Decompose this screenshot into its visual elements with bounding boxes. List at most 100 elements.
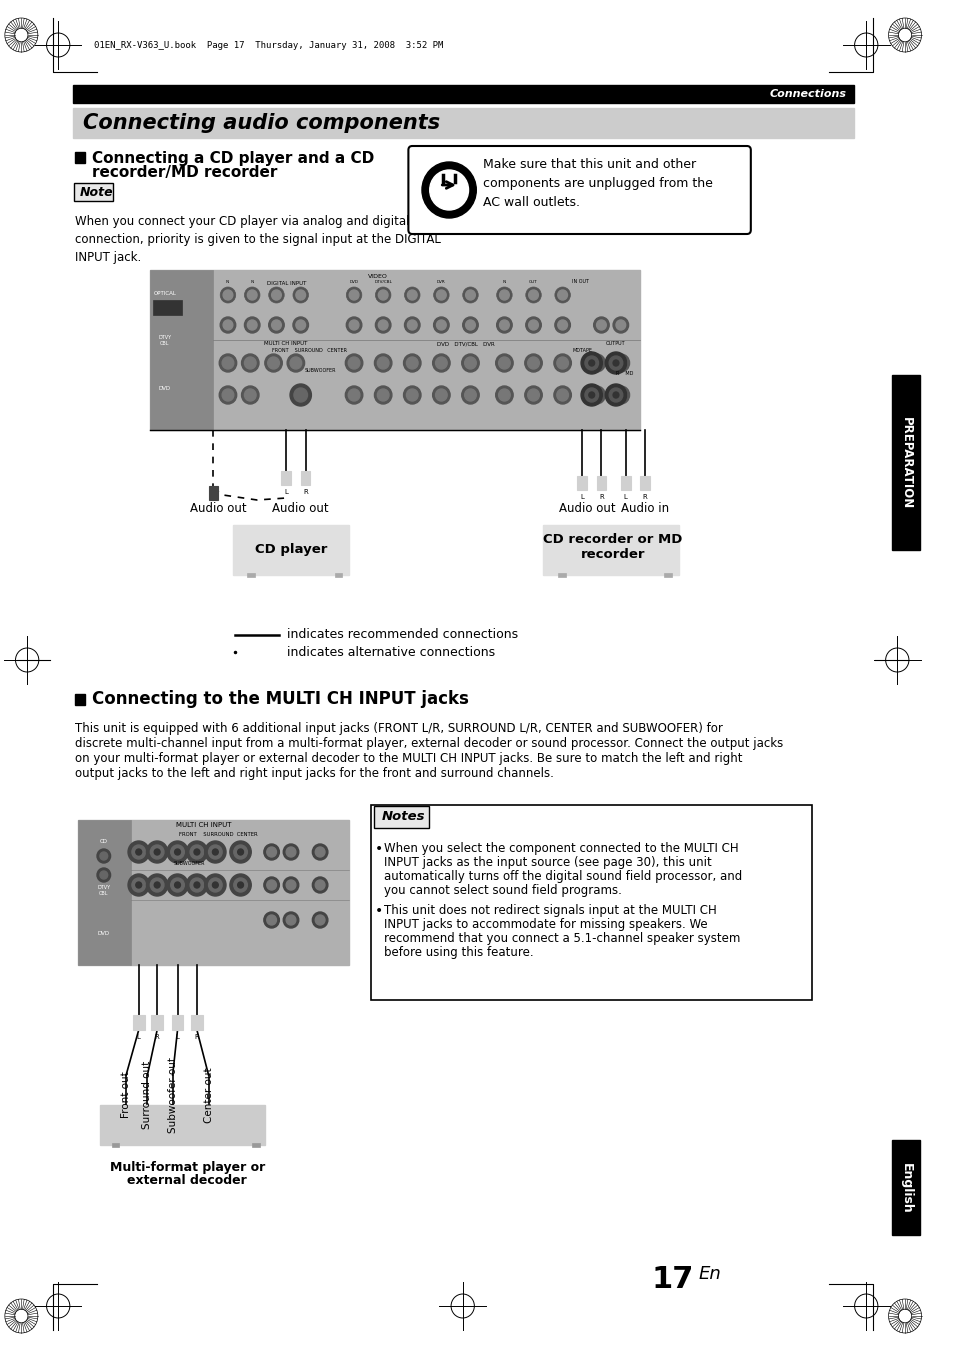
Circle shape bbox=[314, 915, 325, 925]
Circle shape bbox=[461, 386, 478, 404]
Text: R: R bbox=[303, 489, 308, 494]
Circle shape bbox=[596, 320, 606, 330]
Circle shape bbox=[421, 162, 476, 218]
Circle shape bbox=[609, 357, 622, 370]
Circle shape bbox=[233, 844, 247, 859]
Circle shape bbox=[269, 317, 284, 332]
Circle shape bbox=[613, 392, 618, 399]
Text: indicates recommended connections: indicates recommended connections bbox=[287, 628, 517, 642]
Circle shape bbox=[593, 317, 609, 332]
Circle shape bbox=[613, 317, 628, 332]
Circle shape bbox=[230, 874, 251, 896]
Circle shape bbox=[580, 384, 601, 407]
Circle shape bbox=[100, 871, 108, 880]
Bar bbox=[152, 1015, 163, 1029]
Circle shape bbox=[496, 386, 513, 404]
Circle shape bbox=[151, 878, 164, 892]
Circle shape bbox=[283, 912, 298, 928]
Circle shape bbox=[272, 320, 281, 330]
Bar bbox=[72, 108, 853, 138]
Circle shape bbox=[267, 915, 276, 925]
Text: DVR: DVR bbox=[436, 280, 445, 284]
Circle shape bbox=[167, 842, 188, 863]
FancyBboxPatch shape bbox=[374, 807, 428, 828]
Text: IN OUT: IN OUT bbox=[572, 280, 589, 284]
Circle shape bbox=[247, 320, 256, 330]
Text: DVD: DVD bbox=[97, 931, 110, 936]
Circle shape bbox=[590, 389, 601, 401]
Circle shape bbox=[290, 357, 301, 369]
Text: OPTICAL: OPTICAL bbox=[153, 290, 176, 296]
Circle shape bbox=[588, 359, 594, 366]
Bar bbox=[335, 573, 342, 577]
Circle shape bbox=[525, 286, 540, 303]
FancyBboxPatch shape bbox=[73, 182, 112, 201]
Circle shape bbox=[429, 170, 468, 209]
Text: you cannot select sound field programs.: you cannot select sound field programs. bbox=[384, 884, 621, 897]
Bar bbox=[558, 573, 565, 577]
Circle shape bbox=[268, 357, 279, 369]
Bar bbox=[191, 1015, 203, 1029]
Text: L: L bbox=[579, 494, 583, 500]
Bar bbox=[151, 270, 639, 430]
Text: CD recorder or MD
recorder: CD recorder or MD recorder bbox=[543, 534, 682, 561]
Circle shape bbox=[314, 847, 325, 857]
Circle shape bbox=[174, 848, 180, 855]
Circle shape bbox=[590, 357, 601, 369]
Bar bbox=[233, 526, 349, 576]
Circle shape bbox=[612, 386, 629, 404]
Bar bbox=[300, 471, 310, 485]
Circle shape bbox=[378, 290, 388, 300]
Circle shape bbox=[286, 915, 295, 925]
Text: DTV/CBL: DTV/CBL bbox=[374, 280, 392, 284]
Bar bbox=[542, 526, 679, 576]
Bar bbox=[151, 270, 213, 430]
Text: Connections: Connections bbox=[769, 89, 846, 99]
Circle shape bbox=[264, 844, 279, 861]
Circle shape bbox=[406, 389, 417, 401]
Circle shape bbox=[186, 842, 208, 863]
Circle shape bbox=[147, 842, 168, 863]
Circle shape bbox=[209, 878, 222, 892]
Circle shape bbox=[135, 882, 141, 888]
Text: on your multi-format player or external decoder to the MULTI CH INPUT jacks. Be : on your multi-format player or external … bbox=[74, 753, 741, 765]
Text: Connecting to the MULTI CH INPUT jacks: Connecting to the MULTI CH INPUT jacks bbox=[92, 690, 469, 708]
Text: R    MD: R MD bbox=[616, 372, 633, 376]
Circle shape bbox=[213, 848, 218, 855]
Circle shape bbox=[205, 842, 226, 863]
Text: Audio in: Audio in bbox=[620, 501, 668, 515]
Circle shape bbox=[528, 290, 537, 300]
Text: DVD: DVD bbox=[349, 280, 358, 284]
Circle shape bbox=[604, 384, 626, 407]
Circle shape bbox=[436, 320, 446, 330]
Circle shape bbox=[286, 880, 295, 890]
Circle shape bbox=[346, 286, 361, 303]
Circle shape bbox=[613, 359, 618, 366]
Circle shape bbox=[132, 878, 146, 892]
Circle shape bbox=[558, 290, 567, 300]
Bar bbox=[620, 476, 630, 490]
Circle shape bbox=[349, 320, 358, 330]
Circle shape bbox=[499, 320, 509, 330]
Circle shape bbox=[264, 877, 279, 893]
Text: When you select the component connected to the MULTI CH: When you select the component connected … bbox=[384, 842, 738, 855]
Text: Connecting a CD player and a CD: Connecting a CD player and a CD bbox=[92, 150, 374, 166]
Text: PREPARATION: PREPARATION bbox=[899, 417, 912, 509]
Circle shape bbox=[615, 357, 626, 369]
Circle shape bbox=[403, 354, 420, 372]
Text: Audio out: Audio out bbox=[190, 501, 246, 515]
Text: MDTAPE: MDTAPE bbox=[572, 349, 592, 353]
Text: IN: IN bbox=[226, 280, 230, 284]
Bar bbox=[132, 1015, 145, 1029]
Circle shape bbox=[557, 389, 568, 401]
Circle shape bbox=[375, 286, 391, 303]
Circle shape bbox=[244, 286, 260, 303]
Circle shape bbox=[406, 357, 417, 369]
Text: Notes: Notes bbox=[381, 811, 424, 824]
Bar bbox=[153, 300, 182, 315]
Circle shape bbox=[348, 357, 359, 369]
Text: Make sure that this unit and other
components are unplugged from the
AC wall out: Make sure that this unit and other compo… bbox=[482, 158, 712, 208]
Circle shape bbox=[584, 388, 598, 403]
Bar bbox=[370, 805, 811, 1000]
Text: Connecting audio components: Connecting audio components bbox=[83, 113, 440, 132]
